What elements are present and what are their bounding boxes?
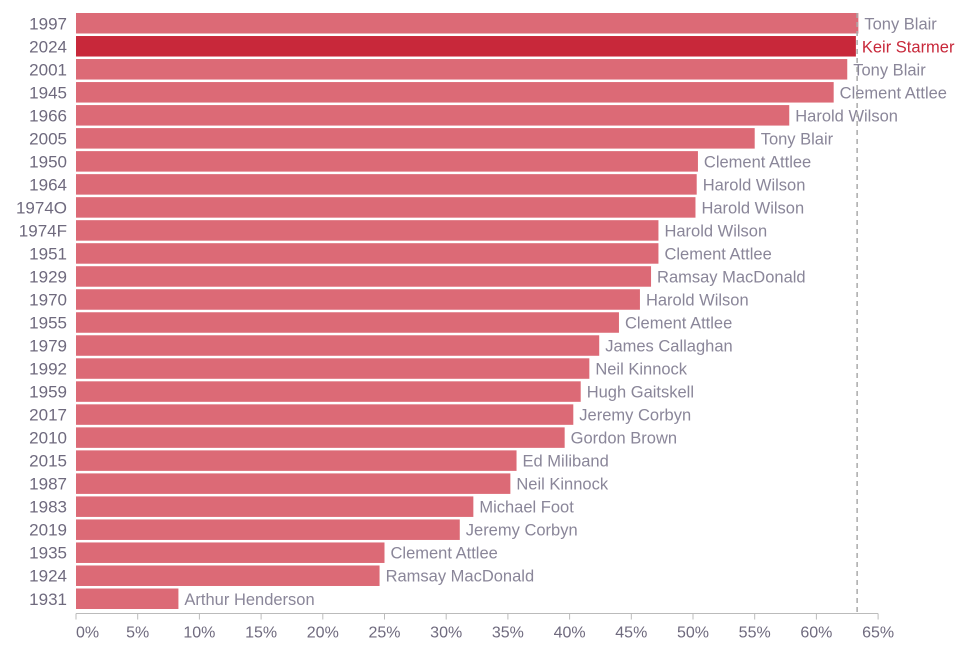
- category-label-1987: 1987: [29, 475, 67, 494]
- leader-label-1992: Neil Kinnock: [595, 361, 687, 379]
- x-tick-label: 35%: [492, 625, 524, 642]
- bar-1964: [76, 174, 697, 195]
- category-label-1974F: 1974F: [19, 221, 67, 240]
- category-label-2005: 2005: [29, 129, 67, 148]
- category-label-1951: 1951: [29, 244, 67, 263]
- leader-label-1924: Ramsay MacDonald: [386, 568, 535, 586]
- x-tick-label: 15%: [245, 625, 277, 642]
- bar-1929: [76, 266, 652, 287]
- leader-label-2024: Keir Starmer: [862, 38, 955, 56]
- bar-1931: [76, 588, 179, 609]
- leader-label-1931: Arthur Henderson: [184, 591, 314, 609]
- x-tick-label: 65%: [862, 625, 894, 642]
- category-label-1950: 1950: [29, 152, 67, 171]
- leader-label-1959: Hugh Gaitskell: [587, 384, 694, 402]
- x-tick-label: 30%: [430, 625, 462, 642]
- bar-2010: [76, 427, 565, 448]
- x-tick-label: 55%: [739, 625, 771, 642]
- bar-1997: [76, 13, 859, 34]
- bar-1974F: [76, 220, 659, 241]
- category-label-1974O: 1974O: [16, 198, 67, 217]
- leader-label-2005: Tony Blair: [761, 130, 834, 148]
- category-label-1992: 1992: [29, 360, 67, 379]
- x-tick-label: 45%: [615, 625, 647, 642]
- bar-1935: [76, 542, 385, 563]
- bar-2019: [76, 519, 460, 540]
- bars-group: [76, 13, 859, 609]
- category-label-1966: 1966: [29, 106, 67, 125]
- x-ticks-group: 0% 5% 10% 15% 20% 25% 30% 35% 40% 45% 50% 55% 60% 65%: [75, 613, 894, 642]
- category-label-1970: 1970: [29, 290, 67, 309]
- category-label-2015: 2015: [29, 452, 67, 471]
- bar-2005: [76, 128, 755, 149]
- category-label-2019: 2019: [29, 521, 67, 540]
- x-tick-label: 60%: [800, 625, 832, 642]
- leader-label-2017: Jeremy Corbyn: [579, 407, 691, 425]
- category-label-1964: 1964: [29, 175, 67, 194]
- bar-1951: [76, 243, 659, 264]
- bar-2001: [76, 59, 848, 80]
- category-label-1929: 1929: [29, 267, 67, 286]
- bar-1955: [76, 312, 619, 333]
- leader-label-1970: Harold Wilson: [646, 291, 749, 309]
- category-label-1959: 1959: [29, 383, 67, 402]
- leader-label-2019: Jeremy Corbyn: [466, 522, 578, 540]
- category-label-1997: 1997: [29, 14, 67, 33]
- category-labels-group: 1997 2024 2001 1945 1966 2005 1950 1964 1974O 197…: [16, 14, 67, 609]
- x-tick-label: 5%: [126, 625, 149, 642]
- leader-label-1997: Tony Blair: [864, 15, 937, 33]
- category-label-1983: 1983: [29, 498, 67, 517]
- category-label-1945: 1945: [29, 83, 67, 102]
- x-tick-label: 20%: [307, 625, 339, 642]
- x-tick-label: 0%: [76, 625, 99, 642]
- bar-1979: [76, 335, 600, 356]
- leader-label-2015: Ed Miliband: [523, 453, 609, 471]
- bar-2015: [76, 450, 517, 471]
- leader-label-1964: Harold Wilson: [703, 176, 806, 194]
- leader-label-1987: Neil Kinnock: [516, 476, 608, 494]
- x-tick-label: 25%: [368, 625, 400, 642]
- bar-1974O: [76, 197, 696, 218]
- leader-label-1966: Harold Wilson: [795, 107, 898, 125]
- bar-1987: [76, 473, 511, 494]
- leader-label-1974F: Harold Wilson: [664, 222, 767, 240]
- leader-labels-group: Tony Blair Keir Starmer Tony Blair Clement …: [184, 15, 955, 609]
- leader-label-1955: Clement Attlee: [625, 315, 732, 333]
- leader-label-1945: Clement Attlee: [840, 84, 947, 102]
- bar-1945: [76, 82, 834, 103]
- leader-label-1935: Clement Attlee: [391, 545, 498, 563]
- leader-label-1979: James Callaghan: [605, 338, 733, 356]
- category-label-2024: 2024: [29, 37, 67, 56]
- bar-2024: [76, 36, 856, 57]
- bar-1966: [76, 105, 790, 126]
- leader-label-1974O: Harold Wilson: [701, 199, 804, 217]
- category-label-2017: 2017: [29, 406, 67, 425]
- category-label-2010: 2010: [29, 429, 67, 448]
- bar-1959: [76, 381, 581, 402]
- bar-1950: [76, 151, 698, 172]
- x-tick-label: 40%: [554, 625, 586, 642]
- category-label-1924: 1924: [29, 567, 67, 586]
- bar-2017: [76, 404, 574, 425]
- category-label-1955: 1955: [29, 314, 67, 333]
- leader-label-1929: Ramsay MacDonald: [657, 268, 806, 286]
- category-label-1935: 1935: [29, 544, 67, 563]
- category-label-2001: 2001: [29, 60, 67, 79]
- leader-label-1951: Clement Attlee: [664, 245, 771, 263]
- bar-1970: [76, 289, 640, 310]
- category-label-1931: 1931: [29, 590, 67, 609]
- leader-label-1950: Clement Attlee: [704, 153, 811, 171]
- bar-1924: [76, 565, 380, 586]
- x-tick-label: 10%: [183, 625, 215, 642]
- bar-1992: [76, 358, 590, 379]
- bar-1983: [76, 496, 474, 517]
- leader-label-2010: Gordon Brown: [571, 430, 677, 448]
- leader-label-1983: Michael Foot: [479, 499, 574, 517]
- leader-label-2001: Tony Blair: [853, 61, 926, 79]
- category-label-1979: 1979: [29, 337, 67, 356]
- x-tick-label: 50%: [677, 625, 709, 642]
